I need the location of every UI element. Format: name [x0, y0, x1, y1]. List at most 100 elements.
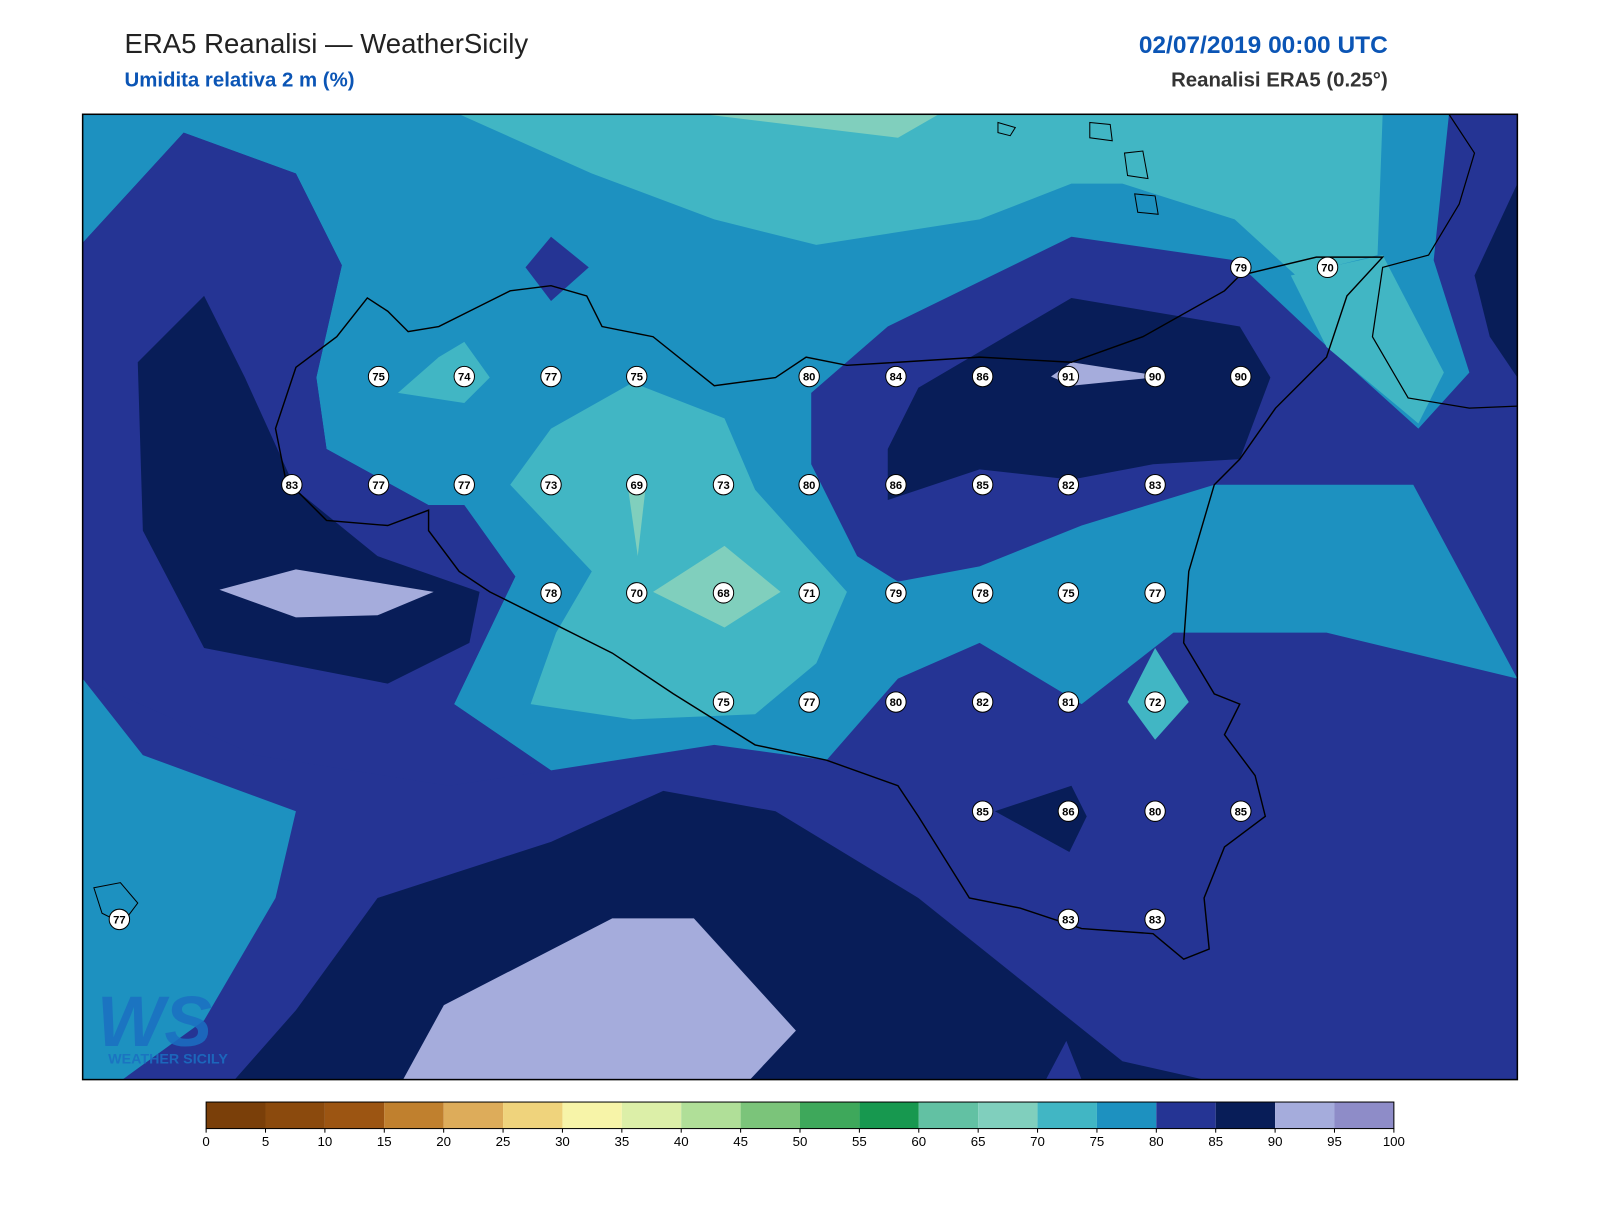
station-marker [281, 473, 303, 496]
contour-90 [1051, 362, 1164, 386]
colorbar-tick-label: 0 [202, 1134, 209, 1149]
station-value: 83 [1062, 914, 1074, 926]
colorbar-tick-label: 80 [1149, 1134, 1164, 1149]
station-marker [367, 365, 390, 388]
station-value: 77 [545, 372, 557, 384]
colorbar-bin [740, 1102, 800, 1129]
station-value: 77 [1149, 588, 1161, 600]
colorbar-bin [1334, 1102, 1394, 1129]
station-value: 77 [372, 480, 384, 492]
colorbar-bin [1096, 1102, 1157, 1129]
station-value: 83 [1149, 480, 1161, 492]
station-marker [1057, 365, 1080, 388]
station-marker [885, 365, 907, 388]
colorbar-bin [324, 1102, 385, 1129]
colorbar-tick-label: 15 [377, 1134, 392, 1149]
station-marker [1316, 256, 1339, 279]
colorbar-bin [265, 1102, 325, 1129]
station-marker [712, 473, 735, 496]
contour-85 [887, 297, 1271, 500]
colorbar-bin [918, 1102, 979, 1129]
station-value: 80 [803, 480, 815, 492]
station-value: 80 [803, 372, 815, 384]
station-value: 86 [1062, 806, 1074, 818]
station-value: 84 [890, 372, 903, 384]
contour-85 [1474, 183, 1518, 378]
station-value: 75 [630, 372, 642, 384]
colorbar-tick-label: 75 [1090, 1134, 1105, 1149]
station-value: 85 [1235, 806, 1247, 818]
station-marker [885, 473, 907, 496]
station-marker [540, 365, 562, 388]
title: ERA5 Reanalisi — WeatherSicily [124, 28, 528, 59]
station-marker [626, 582, 648, 604]
colorbar-tick-label: 30 [555, 1134, 570, 1149]
station-value: 90 [1149, 372, 1161, 384]
station-value: 80 [890, 697, 902, 709]
colorbar-tick-label: 65 [971, 1134, 986, 1149]
station-value: 77 [113, 914, 125, 926]
station-value: 74 [458, 372, 471, 384]
colorbar-bin [384, 1102, 444, 1129]
contour-75 [82, 678, 296, 1080]
colorbar-tick-label: 70 [1030, 1134, 1045, 1149]
colorbar-tick-label: 5 [262, 1134, 269, 1149]
contour-65 [704, 114, 939, 138]
station-marker [1057, 691, 1080, 713]
station-value: 80 [1149, 806, 1161, 818]
station-marker [626, 473, 648, 496]
station-value: 86 [976, 372, 988, 384]
station-value: 83 [1149, 914, 1161, 926]
station-value: 68 [717, 588, 729, 600]
colorbar-tick-label: 95 [1327, 1134, 1342, 1149]
colorbar-bin [1215, 1102, 1276, 1129]
station-marker [1144, 800, 1166, 822]
contour-80 [525, 236, 589, 302]
station-value: 70 [1321, 262, 1333, 274]
station-marker [1144, 365, 1166, 388]
islands [93, 121, 1159, 925]
station-value: 71 [803, 588, 815, 600]
colorbar-tick-label: 35 [614, 1134, 629, 1149]
station-value: 77 [803, 697, 815, 709]
contour-field [82, 114, 1518, 1080]
station-marker [1057, 908, 1080, 931]
station-marker [1144, 691, 1166, 713]
station-value: 82 [976, 697, 988, 709]
station-marker [885, 582, 907, 604]
station-layer: 75 74 77 75 80 84 86 91 90 90 79 70 83 77 77 73 69 73 80 86… [108, 256, 1339, 931]
contour-70 [459, 114, 1383, 276]
colorbar-bin [681, 1102, 741, 1129]
colorbar-tick-label: 40 [674, 1134, 689, 1149]
colorbar-bin [562, 1102, 622, 1129]
colorbar-tick-label: 55 [852, 1134, 867, 1149]
station-marker [798, 473, 820, 496]
station-value: 79 [1235, 262, 1247, 274]
colorbar-bin [1275, 1102, 1335, 1129]
contour-70 [510, 382, 847, 720]
station-marker [1144, 582, 1166, 604]
logo: WS WEATHER SICILY [97, 982, 228, 1067]
station-marker [1057, 800, 1080, 822]
contour-90 [403, 918, 796, 1080]
subtitle: Umidita relativa 2 m (%) [124, 70, 354, 92]
colorbar-tick-label: 20 [436, 1134, 451, 1149]
colorbar-bin [1156, 1102, 1216, 1129]
logo-mark: WS [97, 982, 212, 1062]
station-value: 75 [717, 697, 729, 709]
station-marker [1144, 908, 1166, 931]
colorbar-tick-label: 60 [911, 1134, 926, 1149]
station-marker [971, 582, 994, 604]
station-marker [712, 691, 735, 713]
station-value: 85 [976, 806, 988, 818]
station-marker [971, 473, 994, 496]
colorbar-tick-label: 50 [793, 1134, 808, 1149]
colorbar-tick-label: 25 [496, 1134, 511, 1149]
station-marker [798, 365, 820, 388]
station-marker [453, 365, 475, 388]
station-value: 83 [286, 480, 298, 492]
station-marker [1057, 582, 1080, 604]
colorbar-bin [800, 1102, 860, 1129]
station-value: 78 [976, 588, 988, 600]
